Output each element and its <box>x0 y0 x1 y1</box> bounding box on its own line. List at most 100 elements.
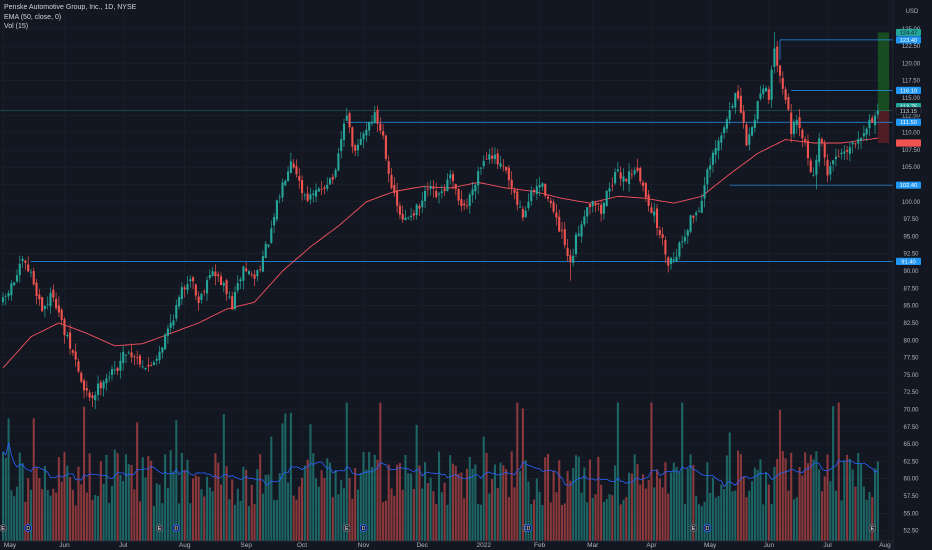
volume-bar <box>376 459 379 541</box>
volume-bar <box>412 488 415 541</box>
legend-ema[interactable]: EMA (50, close, 0) <box>4 13 62 21</box>
candle-body <box>49 292 52 307</box>
candle <box>292 158 295 169</box>
candle <box>555 203 558 226</box>
candle-body <box>600 204 603 214</box>
candle-body <box>505 166 508 171</box>
volume-bar <box>393 495 396 541</box>
candle <box>460 190 463 212</box>
candle-body <box>27 264 30 272</box>
candle <box>524 206 527 218</box>
candle <box>658 226 661 239</box>
volume-bar <box>723 489 726 541</box>
candle-body <box>437 193 441 195</box>
candle-body <box>734 92 737 108</box>
candle-body <box>340 139 343 152</box>
candle-body <box>35 282 38 297</box>
candle-body <box>88 392 91 398</box>
volume-bar <box>493 464 496 541</box>
volume-bar <box>527 481 530 541</box>
candle-body <box>488 154 491 160</box>
event-label: D <box>174 526 178 532</box>
candle-body <box>717 140 720 151</box>
y-tick-label: 117.50 <box>902 79 921 85</box>
volume-bar <box>602 501 605 541</box>
volume-bar <box>639 484 642 541</box>
volume-bar <box>63 452 66 541</box>
candle-body <box>401 213 404 220</box>
candle <box>723 124 726 139</box>
candle-body <box>823 143 826 158</box>
candle-body <box>681 241 684 243</box>
volume-bar <box>563 503 566 541</box>
candle <box>865 127 868 142</box>
volume-bar <box>4 457 7 541</box>
volume-bar <box>848 458 851 541</box>
candle-body <box>563 229 566 246</box>
candle-body <box>865 128 868 135</box>
candle-body <box>326 184 329 189</box>
candle <box>231 291 234 311</box>
candle <box>141 360 144 369</box>
candle <box>611 177 614 192</box>
candle <box>535 178 538 200</box>
candle <box>432 180 435 198</box>
candle <box>510 171 513 195</box>
candle-body <box>317 188 320 192</box>
volume-bar <box>700 506 703 541</box>
candle-body <box>18 263 21 276</box>
candle-body <box>737 90 740 99</box>
volume-bar <box>52 488 55 541</box>
candle-body <box>356 144 360 151</box>
x-tick-label: May <box>4 542 17 549</box>
candle <box>717 137 720 160</box>
candle <box>569 249 572 281</box>
volume-bar <box>401 489 404 541</box>
volume-bar <box>24 501 27 541</box>
candle-body <box>133 356 136 358</box>
candle-body <box>560 230 564 232</box>
event-label: E <box>1 526 5 532</box>
candle <box>41 296 44 312</box>
y-tick-label: 120.00 <box>902 61 921 67</box>
volume-bar <box>675 467 678 541</box>
candle <box>398 202 401 220</box>
volume-bar <box>577 456 580 541</box>
candle-body <box>57 305 60 313</box>
candle <box>471 181 474 203</box>
candle <box>636 158 639 173</box>
candle <box>675 248 678 263</box>
candle <box>493 147 496 165</box>
candle-body <box>496 153 499 165</box>
volume-bar <box>217 462 220 541</box>
candle <box>194 283 197 301</box>
volume-bar <box>709 492 712 541</box>
candle <box>764 85 768 92</box>
volume-bar <box>289 412 292 541</box>
volume-bar <box>569 480 572 541</box>
event-dividend: D <box>359 524 368 532</box>
legend-volume[interactable]: Vol (15) <box>4 23 29 30</box>
candle-body <box>147 364 150 367</box>
volume-bar <box>105 454 108 541</box>
candle <box>784 86 787 104</box>
dividend-icon <box>359 524 368 532</box>
candle-body <box>376 109 379 124</box>
candle <box>753 113 756 133</box>
candle <box>594 200 597 213</box>
volume-bar <box>653 487 656 541</box>
candle <box>69 324 72 355</box>
y-tick-label: 85.00 <box>903 304 919 310</box>
candle <box>376 105 379 133</box>
candle <box>236 275 239 294</box>
candle-body <box>245 268 248 272</box>
candle <box>219 272 223 286</box>
volume-bar <box>608 494 611 541</box>
legend-symbol-title[interactable]: Penske Automotive Group, Inc., 1D, NYSE <box>4 4 137 11</box>
volume-bar <box>194 475 197 541</box>
candle <box>404 210 407 221</box>
candle <box>731 103 734 109</box>
candle-body <box>312 193 315 196</box>
y-tick-label: 100.00 <box>902 200 921 206</box>
